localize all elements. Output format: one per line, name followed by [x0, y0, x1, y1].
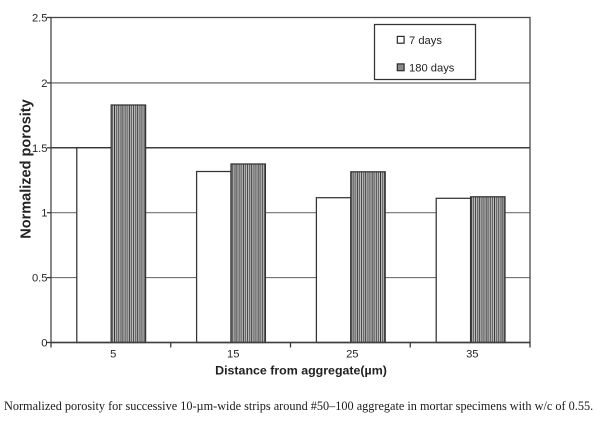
svg-text:0: 0	[41, 338, 47, 350]
svg-text:7 days: 7 days	[409, 35, 442, 47]
svg-text:25: 25	[346, 348, 358, 360]
svg-text:1: 1	[41, 208, 47, 220]
svg-text:Distance from aggregate(µm): Distance from aggregate(µm)	[215, 364, 387, 378]
svg-text:5: 5	[110, 348, 116, 360]
svg-text:0.5: 0.5	[32, 273, 48, 285]
svg-text:180 days: 180 days	[409, 63, 455, 75]
svg-text:35: 35	[466, 348, 478, 360]
svg-text:15: 15	[227, 348, 239, 360]
svg-text:2.5: 2.5	[32, 13, 48, 25]
svg-text:1.5: 1.5	[32, 143, 48, 155]
svg-text:Normalized porosity: Normalized porosity	[19, 99, 35, 238]
svg-text:2: 2	[41, 78, 47, 90]
